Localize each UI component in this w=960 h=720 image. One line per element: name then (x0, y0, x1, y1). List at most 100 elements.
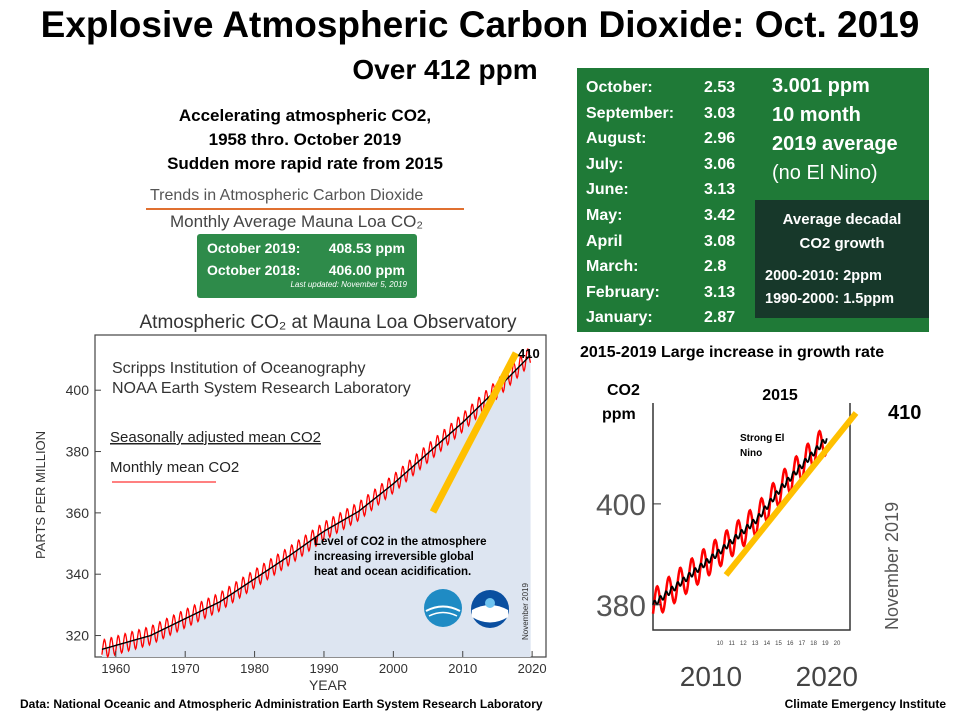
monthly-series (101, 348, 532, 659)
x-tick-label: 1970 (171, 661, 200, 676)
decadal-line: 1990-2000: 1.5ppm (765, 291, 894, 307)
y-tick-label: 360 (66, 505, 90, 521)
end-value-label: 410 (518, 346, 540, 361)
x-axis-label: YEAR (309, 677, 347, 693)
page-subtitle: Over 412 ppm (352, 54, 538, 85)
y-axis-label: ppm (602, 406, 636, 423)
x-tick-label: 1990 (310, 661, 339, 676)
mauna-loa-chart: Atmospheric CO₂ at Mauna Loa Observatory… (33, 312, 547, 693)
intro-line: Sudden more rapid rate from 2015 (167, 154, 443, 173)
zoom-x-tick-label: 2010 (680, 661, 742, 692)
trend-header-line2: Monthly Average Mauna Loa CO₂ (170, 212, 423, 231)
zoom-trend-highlight (723, 411, 859, 577)
zoom-chart: CO2 ppm 2015 410 Strong El Nino 40038010… (596, 382, 921, 692)
decadal-heading-line: CO2 growth (799, 235, 885, 252)
date-stamp: November 2019 (521, 583, 530, 640)
y-tick-label: 320 (66, 628, 90, 644)
growth-rate-label: 2015-2019 Large increase in growth rate (580, 344, 885, 361)
month-growth-value: 3.42 (704, 207, 736, 224)
scripps-logo (424, 589, 462, 627)
month-label: January: (586, 309, 653, 327)
ml-value: 406.00 ppm (328, 262, 405, 278)
intro-line: Accelerating atmospheric CO2, (178, 106, 432, 125)
mauna-loa-box: October 2019: 408.53 ppm October 2018: 4… (197, 234, 417, 298)
page-title: Explosive Atmospheric Carbon Dioxide: Oc… (40, 4, 920, 45)
decadal-line: 2000-2010: 2ppm (765, 268, 882, 284)
noaa-logo (471, 590, 509, 628)
note-line: Level of CO2 in the atmosphere (314, 536, 487, 548)
month-label: August: (586, 130, 647, 148)
decadal-heading: Average decadal CO2 growth (755, 208, 929, 256)
annotation-line: Strong El (740, 433, 785, 444)
area-under-curve (101, 355, 531, 657)
ml-label: October 2019: (207, 240, 301, 256)
y-axis-label: PARTS PER MILLION (33, 431, 48, 559)
zoom-minor-tick-label: 12 (740, 641, 747, 647)
x-tick-label: 1960 (101, 661, 130, 676)
ml-updated: Last updated: November 5, 2019 (290, 280, 407, 289)
y-tick-label: 380 (66, 444, 90, 460)
seasonal-line (101, 354, 531, 650)
zoom-minor-tick-label: 10 (717, 641, 724, 647)
y-axis: 320 340 360 380 400 (66, 382, 101, 644)
zoom-seasonal-series (652, 438, 828, 606)
intro-text: Accelerating atmospheric CO2, 1958 thro.… (140, 104, 470, 176)
intro-line: 1958 thro. October 2019 (208, 130, 402, 149)
zoom-minor-tick-label: 16 (787, 641, 794, 647)
chart-title: Atmospheric CO₂ at Mauna Loa Observatory (140, 312, 517, 333)
monthly-line (101, 348, 532, 659)
seasonal-series (101, 354, 531, 650)
zoom-monthly-line (651, 429, 829, 614)
average-note-line: 10 month (772, 104, 861, 126)
note-line: heat and ocean acidification. (314, 566, 471, 578)
ml-value: 408.53 ppm (328, 240, 405, 256)
month-label: April (586, 232, 623, 250)
end-value-label: 410 (888, 402, 921, 424)
zoom-monthly-series (651, 429, 829, 614)
monthly-growth-box: October: 2.53 September: 3.03 August: 2.96 Jul… (577, 68, 929, 332)
month-growth-value: 3.13 (704, 283, 736, 301)
trend-header-line1: Trends in Atmospheric Carbon Dioxide (150, 187, 424, 204)
x-tick-label: 2000 (379, 661, 408, 676)
month-label: October: (586, 79, 653, 96)
zoom-minor-tick-label: 18 (810, 641, 817, 647)
zoom-minor-tick-label: 14 (763, 641, 770, 647)
zoom-minor-tick-label: 15 (775, 641, 782, 647)
month-growth-value: 3.06 (704, 155, 736, 173)
month-label: March: (586, 258, 639, 276)
average-note-line: 2019 average (772, 133, 898, 155)
month-label: May: (586, 207, 623, 224)
zoom-y-tick-label: 380 (596, 590, 646, 623)
month-growth-value: 2.96 (704, 130, 736, 148)
month-growth-value: 3.13 (704, 181, 736, 199)
date-stamp: November 2019 (882, 502, 902, 630)
month-growth-value: 3.03 (704, 104, 736, 122)
zoom-axes: 400 380 10 11 12 13 14 15 16 17 18 19 20 2010 2020 (596, 489, 858, 692)
zoom-minor-tick-label: 11 (729, 641, 736, 647)
month-label: September: (586, 104, 675, 122)
institution-label: NOAA Earth System Research Laboratory (112, 380, 411, 397)
trend-highlight (429, 351, 520, 514)
average-note: 3.001 ppm 10 month 2019 average (no El N… (772, 72, 898, 188)
trend-divider (146, 208, 464, 210)
footer-source: Data: National Oceanic and Atmospheric A… (20, 697, 543, 711)
x-tick-label: 2020 (518, 661, 547, 676)
zoom-y-tick-label: 400 (596, 489, 646, 522)
footer-credit: Climate Emergency Institute (784, 697, 946, 711)
average-note-line: (no El Nino) (772, 162, 878, 184)
month-label: June: (586, 181, 629, 199)
zoom-x-tick-label: 2020 (796, 661, 858, 692)
ml-label: October 2018: (207, 262, 301, 278)
zoom-frame (652, 403, 851, 631)
x-tick-label: 2010 (448, 661, 477, 676)
average-note-line: 3.001 ppm (772, 75, 870, 97)
y-tick-label: 340 (66, 566, 90, 582)
month-growth-value: 2.8 (704, 258, 727, 276)
zoom-minor-tick-label: 13 (752, 641, 759, 647)
note-line: increasing irreversible global (314, 551, 474, 563)
legend-monthly: Monthly mean CO2 (110, 459, 239, 476)
decadal-heading-line: Average decadal (782, 211, 902, 228)
annotation-line: Nino (740, 448, 762, 459)
month-growth-value: 3.08 (704, 232, 736, 250)
zoom-minor-tick-label: 17 (799, 641, 806, 647)
